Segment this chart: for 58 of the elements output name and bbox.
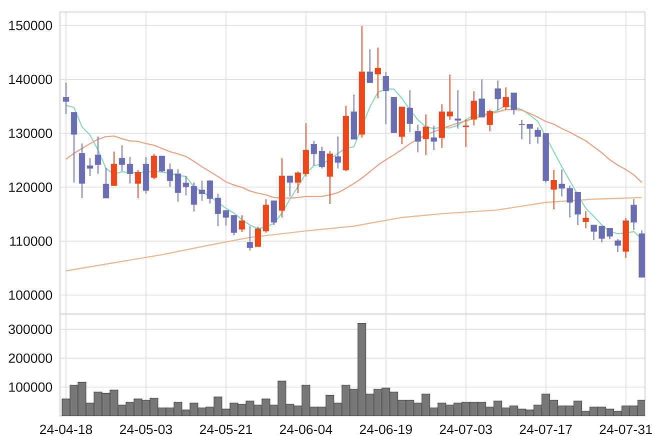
candlestick [238, 214, 246, 233]
candlestick [550, 170, 557, 210]
candlestick [494, 80, 501, 111]
candlestick [326, 150, 333, 204]
candlestick [406, 90, 413, 133]
candlestick [422, 114, 429, 156]
candlestick [190, 182, 198, 212]
line-series [65, 196, 642, 272]
y-tick-label: 100000 [9, 382, 52, 392]
candlestick [478, 78, 485, 118]
candlestick [118, 144, 126, 172]
candlestick [94, 136, 102, 174]
candlestick [286, 175, 294, 197]
y-tick-label: 140000 [9, 74, 52, 84]
candlestick [462, 118, 469, 148]
x-tick-label: 24-06-19 [360, 424, 412, 434]
candlestick [134, 170, 142, 199]
y-tick-label: 130000 [9, 128, 52, 138]
y-tick-label: 150000 [9, 20, 52, 30]
candlestick [454, 90, 461, 129]
y-tick-label: 120000 [9, 182, 52, 192]
candlestick [174, 168, 182, 202]
candlestick [158, 155, 166, 173]
candlestick [430, 125, 437, 151]
candlestick [510, 92, 517, 115]
candlestick [414, 124, 421, 153]
candlestick [102, 167, 110, 199]
y-tick-label: 300000 [8, 324, 52, 334]
candlestick [630, 198, 637, 230]
candlestick [166, 163, 174, 188]
x-tick-label: 24-05-03 [120, 424, 172, 434]
candlestick [110, 151, 118, 186]
x-tick-label: 24-07-17 [520, 424, 572, 434]
candlestick [374, 47, 381, 99]
candlestick [62, 82, 70, 114]
candlestick [470, 90, 477, 126]
candlestick [366, 48, 373, 84]
x-tick-label: 24-06-04 [280, 424, 332, 434]
x-tick-label: 24-05-21 [200, 424, 252, 434]
x-tick-label: 24-07-31 [600, 424, 652, 434]
candlestick [70, 112, 78, 183]
candlestick [614, 238, 621, 252]
x-tick-label: 24-07-03 [440, 424, 492, 434]
candlestick [582, 210, 589, 229]
candlestick [334, 136, 341, 169]
candlestick [246, 226, 254, 251]
x-tick-label: 24-04-18 [40, 424, 92, 434]
candlestick [86, 158, 94, 176]
candlestick [270, 200, 278, 226]
candlestick [126, 156, 134, 184]
candlestick [486, 109, 493, 132]
y-tick-label: 110000 [10, 236, 52, 246]
y-tick-label: 100000 [9, 290, 52, 300]
candlestick [150, 153, 158, 180]
y-tick-label: 200000 [8, 353, 52, 363]
candlestick [182, 175, 190, 196]
candlestick [382, 71, 389, 125]
candlestick [502, 87, 509, 110]
